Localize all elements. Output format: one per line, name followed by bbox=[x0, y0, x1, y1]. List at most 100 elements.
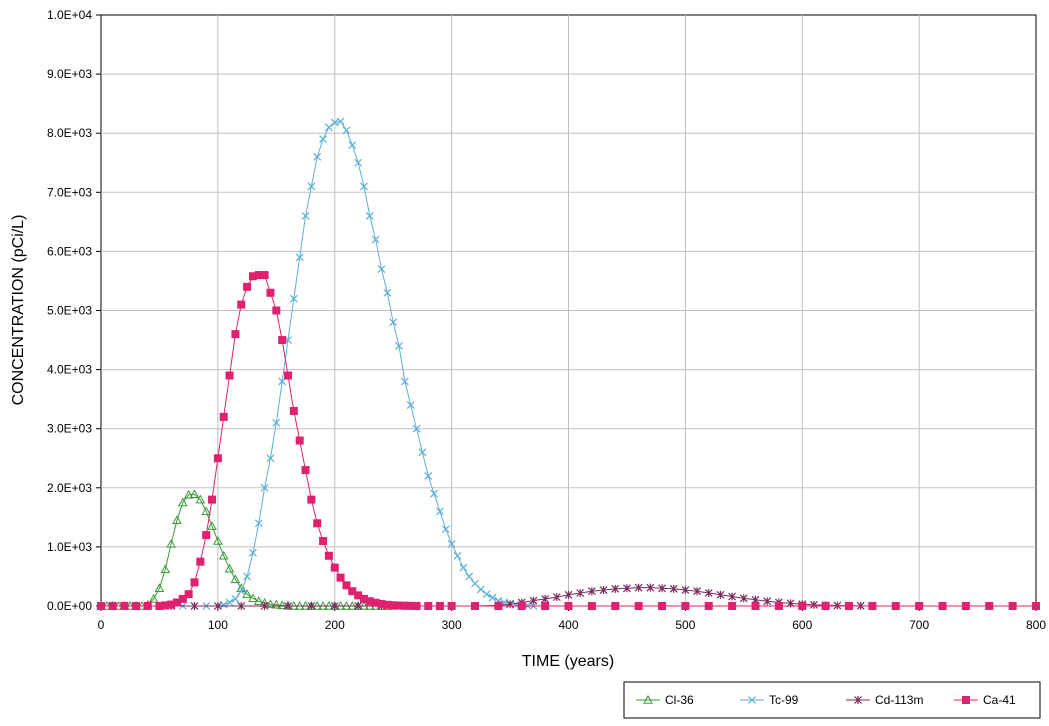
data-point bbox=[319, 135, 327, 144]
data-point bbox=[471, 602, 479, 610]
data-point bbox=[189, 489, 200, 499]
axis-ticks: 0 100 200 300 400 500 600 700 800 0.0E+00 1.0E+03 2… bbox=[47, 8, 1046, 632]
data-point bbox=[278, 336, 287, 345]
data-point bbox=[307, 602, 316, 610]
data-point bbox=[447, 540, 456, 548]
y-tick-label: 9.0E+03 bbox=[47, 67, 92, 81]
data-point bbox=[564, 602, 573, 610]
data-point bbox=[1032, 602, 1040, 610]
y-tick-label: 5.0E+03 bbox=[47, 304, 92, 318]
data-point bbox=[313, 152, 322, 161]
data-point bbox=[342, 126, 351, 135]
x-tick-label: 0 bbox=[98, 618, 105, 632]
data-point bbox=[810, 600, 818, 609]
data-point bbox=[284, 602, 292, 610]
data-point bbox=[336, 573, 345, 582]
grid-lines bbox=[101, 15, 1036, 606]
data-point bbox=[365, 212, 374, 220]
data-point bbox=[254, 519, 263, 528]
data-point bbox=[190, 578, 199, 587]
data-point bbox=[412, 602, 421, 610]
data-point bbox=[611, 602, 620, 610]
data-point bbox=[148, 593, 159, 603]
data-point bbox=[441, 525, 450, 534]
data-point bbox=[202, 531, 211, 540]
data-point bbox=[307, 182, 316, 191]
series-ca-41 bbox=[97, 271, 1040, 610]
data-point bbox=[342, 581, 351, 590]
data-point bbox=[377, 265, 386, 274]
data-point bbox=[289, 294, 298, 303]
data-point bbox=[476, 585, 485, 594]
data-point bbox=[728, 602, 737, 610]
data-point bbox=[634, 602, 643, 610]
data-point bbox=[172, 515, 182, 525]
data-point bbox=[208, 495, 217, 504]
data-point bbox=[231, 594, 240, 603]
data-point bbox=[383, 288, 392, 297]
data-point bbox=[324, 123, 333, 132]
data-point bbox=[436, 507, 444, 516]
data-point bbox=[224, 563, 235, 573]
data-point bbox=[230, 574, 241, 584]
data-point bbox=[961, 602, 970, 610]
data-point bbox=[494, 602, 503, 610]
data-point bbox=[482, 590, 491, 599]
data-point bbox=[243, 282, 252, 291]
data-point bbox=[587, 587, 596, 596]
data-point bbox=[669, 584, 678, 593]
legend-marker bbox=[962, 696, 970, 704]
data-point bbox=[646, 583, 655, 592]
data-point bbox=[821, 602, 830, 610]
data-point bbox=[435, 602, 444, 610]
data-point bbox=[237, 300, 246, 309]
data-point bbox=[728, 592, 737, 601]
x-tick-label: 500 bbox=[675, 618, 695, 632]
data-point bbox=[681, 586, 690, 595]
data-point bbox=[330, 602, 339, 610]
data-point bbox=[985, 602, 994, 610]
data-point bbox=[143, 602, 152, 610]
y-tick-label: 3.0E+03 bbox=[47, 422, 92, 436]
legend-label: Cl-36 bbox=[665, 693, 694, 707]
legend-item-cd-113m: Cd-113m bbox=[846, 693, 923, 707]
legend: Cl-36 Tc-99 Cd-113m Ca-41 bbox=[623, 681, 1041, 719]
data-point bbox=[336, 117, 345, 126]
data-point bbox=[704, 588, 713, 597]
legend-marker bbox=[643, 694, 653, 704]
legend-label: Ca-41 bbox=[983, 693, 1016, 707]
data-point bbox=[154, 583, 165, 592]
data-point bbox=[541, 602, 550, 610]
x-tick-label: 800 bbox=[1026, 618, 1046, 632]
data-point bbox=[237, 587, 246, 596]
data-point bbox=[763, 597, 772, 606]
data-point bbox=[395, 342, 403, 350]
legend-marker bbox=[748, 696, 756, 704]
legend-label: Tc-99 bbox=[769, 693, 799, 707]
data-point bbox=[207, 521, 217, 530]
data-point bbox=[219, 412, 228, 421]
data-point bbox=[319, 536, 328, 545]
data-point bbox=[265, 599, 276, 608]
x-tick-label: 400 bbox=[558, 618, 578, 632]
data-point bbox=[272, 306, 281, 315]
data-point bbox=[307, 495, 316, 504]
data-point bbox=[242, 589, 252, 598]
y-tick-label: 1.0E+03 bbox=[47, 540, 92, 554]
x-tick-label: 200 bbox=[325, 618, 345, 632]
y-tick-label: 2.0E+03 bbox=[47, 481, 92, 495]
y-tick-label: 6.0E+03 bbox=[47, 244, 92, 258]
data-point bbox=[447, 602, 456, 610]
data-point bbox=[716, 590, 725, 599]
data-point bbox=[237, 602, 246, 610]
data-point bbox=[301, 466, 310, 475]
data-point bbox=[938, 602, 947, 610]
data-point bbox=[160, 564, 171, 574]
data-point bbox=[284, 371, 292, 380]
data-point bbox=[424, 602, 433, 610]
data-point bbox=[248, 593, 258, 603]
data-point bbox=[704, 602, 713, 610]
data-point bbox=[488, 593, 497, 602]
data-point bbox=[271, 599, 282, 609]
y-tick-label: 1.0E+04 bbox=[47, 8, 92, 22]
